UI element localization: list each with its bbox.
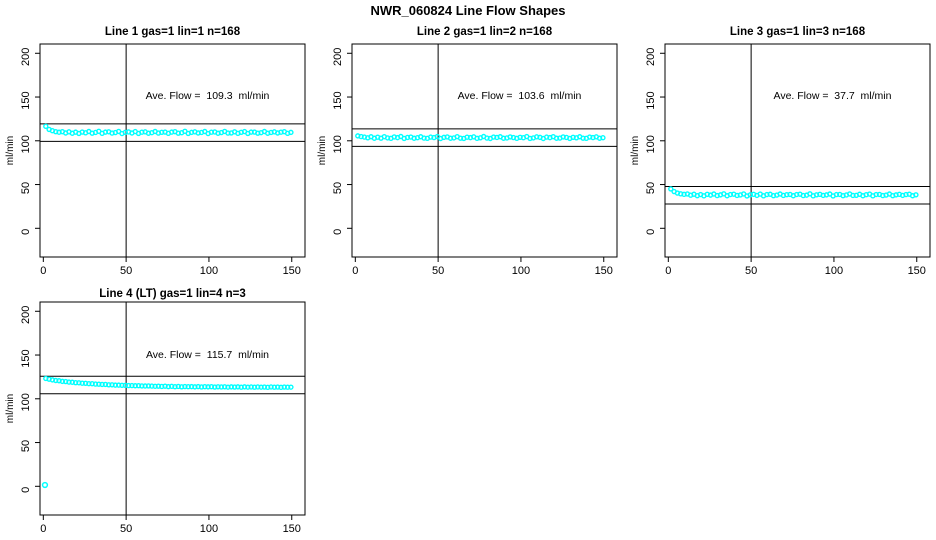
axis-tick-label: 50	[20, 440, 32, 452]
axis-tick-label: 50	[432, 265, 444, 277]
panel-plot-1: 0 50 100 150 0 50 100 150 200 ml/min	[5, 43, 306, 277]
axis-tick-label: 100	[20, 135, 32, 153]
axis-tick-label: 200	[20, 306, 32, 324]
axis-tick-label: 0	[20, 487, 32, 493]
axis-tick-label: 150	[283, 523, 301, 535]
axis-tick-label: 150	[908, 265, 926, 277]
ave-flow-annotation-line-3: Ave. Flow = 37.7 ml/min	[773, 90, 892, 102]
panel-title-line-2: Line 2 gas=1 lin=2 n=168	[416, 26, 553, 38]
data-point	[913, 192, 919, 198]
axis-tick-label: 150	[20, 349, 32, 367]
data-point	[43, 123, 49, 130]
axis-tick-label: 100	[645, 135, 657, 153]
axis-tick-label: 0	[332, 229, 344, 235]
plot-box	[39, 301, 306, 516]
ave-flow-annotation-line-4: Ave. Flow = 115.7 ml/min	[145, 349, 270, 361]
axis-tick-label: 200	[645, 48, 657, 66]
axis-tick-label: 150	[332, 91, 344, 109]
axis-tick-label: 150	[283, 265, 301, 277]
y-axis-label: ml/min	[630, 136, 641, 165]
panel-title-line-1: Line 1 gas=1 lin=1 n=168	[104, 26, 241, 38]
axis-tick-label: 200	[332, 48, 344, 66]
panel-title-line-3: Line 3 gas=1 lin=3 n=168	[729, 26, 866, 38]
axis-tick-label: 50	[120, 523, 132, 535]
plot-box	[664, 43, 931, 258]
axis-tick-label: 100	[332, 135, 344, 153]
axis-tick-label: 50	[745, 265, 757, 277]
panel-plot-2: 0 50 100 150 0 50 100 150 200 ml/min	[317, 43, 618, 277]
data-point	[668, 186, 674, 192]
axis-tick-label: 100	[200, 265, 218, 277]
data-point	[288, 384, 294, 390]
data-point	[600, 135, 606, 141]
outlier-data-point	[41, 481, 49, 489]
axis-tick-label: 100	[20, 393, 32, 411]
y-axis-label: ml/min	[5, 136, 16, 165]
axis-tick-label: 150	[645, 91, 657, 109]
axis-tick-label: 100	[200, 523, 218, 535]
plot-box	[351, 43, 618, 258]
axis-tick-label: 100	[825, 265, 843, 277]
axis-tick-label: 0	[40, 265, 46, 277]
axis-tick-label: 50	[332, 182, 344, 194]
axis-tick-label: 0	[645, 229, 657, 235]
figure-title: NWR_060824 Line Flow Shapes	[370, 3, 566, 18]
panel-plot-4: 0 50 100 150 0 50 100 150 200 ml/min	[5, 301, 306, 535]
panel-title-line-4: Line 4 (LT) gas=1 lin=4 n=3	[99, 288, 246, 300]
ave-flow-annotation-line-1: Ave. Flow = 109.3 ml/min	[145, 90, 270, 102]
axis-tick-label: 0	[665, 265, 671, 277]
axis-tick-label: 200	[20, 48, 32, 66]
ave-flow-annotation-line-2: Ave. Flow = 103.6 ml/min	[457, 90, 582, 102]
axis-tick-label: 0	[20, 229, 32, 235]
data-point	[288, 129, 294, 136]
y-axis-label: ml/min	[5, 394, 16, 423]
axis-tick-label: 0	[352, 265, 358, 277]
panel-plot-3: 0 50 100 150 0 50 100 150 200 ml/min	[630, 43, 931, 277]
axis-tick-label: 150	[595, 265, 613, 277]
axis-tick-label: 100	[512, 265, 530, 277]
axis-tick-label: 150	[20, 91, 32, 109]
axis-tick-label: 50	[645, 182, 657, 194]
axis-tick-label: 50	[120, 265, 132, 277]
axis-tick-label: 0	[40, 523, 46, 535]
plot-box	[39, 43, 306, 258]
axis-tick-label: 50	[20, 182, 32, 194]
y-axis-label: ml/min	[317, 136, 328, 165]
